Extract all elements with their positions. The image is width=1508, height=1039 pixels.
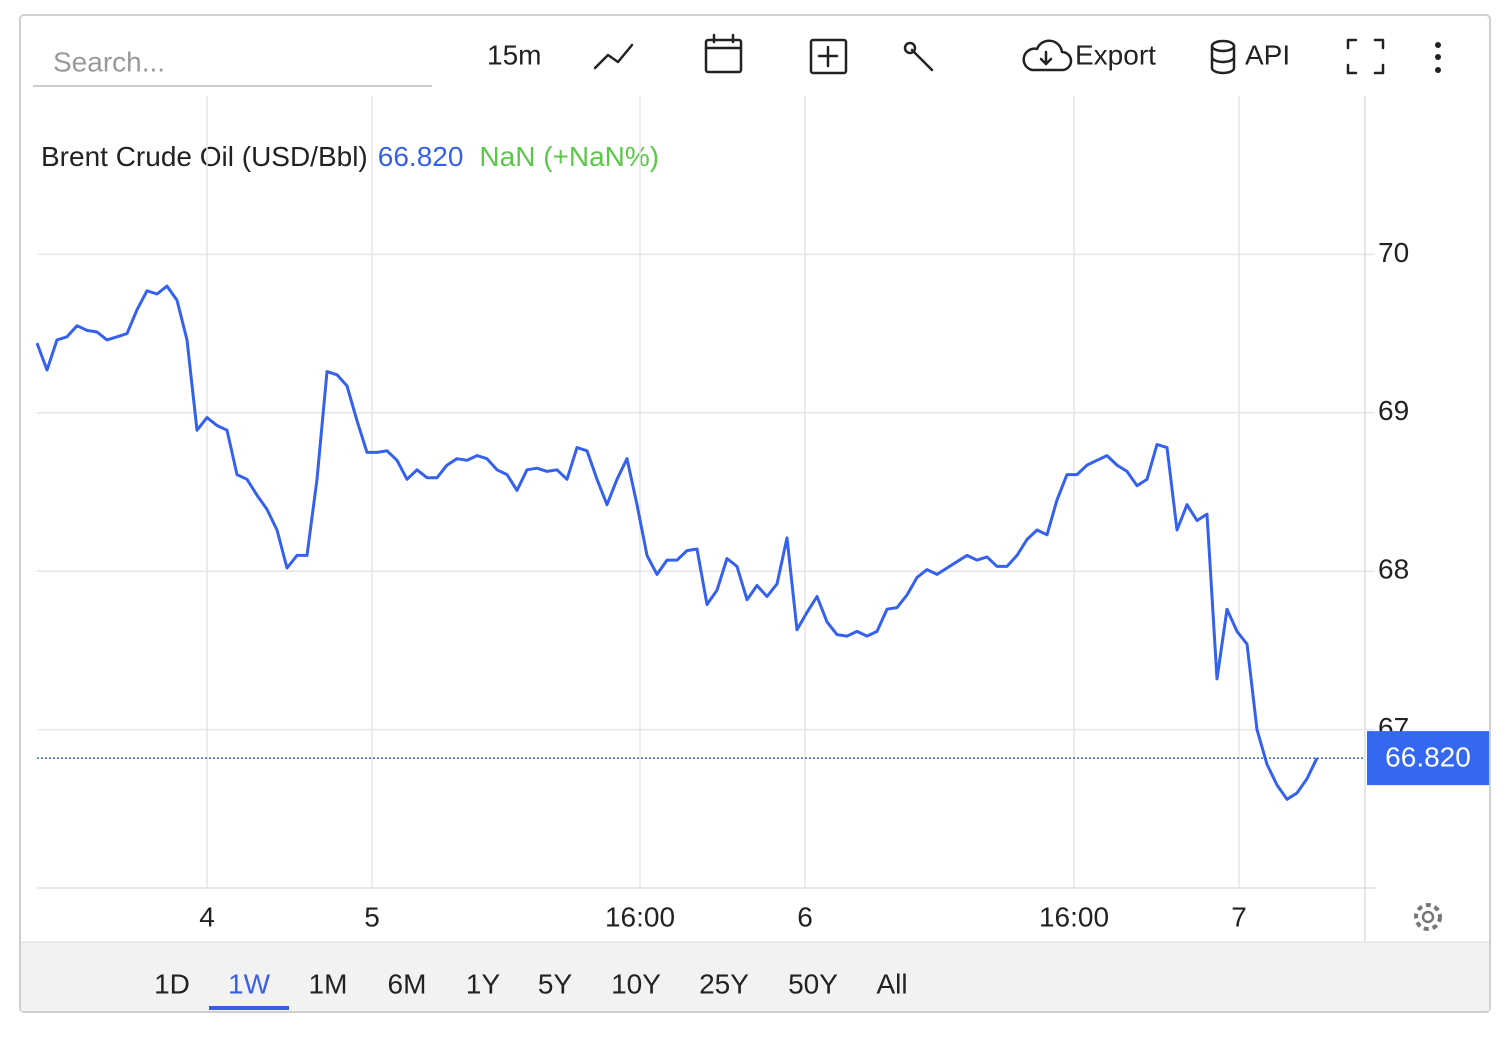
x-tick-label: 16:00 xyxy=(605,901,675,932)
x-tick-label: 7 xyxy=(1231,901,1247,932)
add-icon[interactable] xyxy=(809,38,848,75)
y-tick-label: 70 xyxy=(1378,237,1409,268)
range-button[interactable]: 1M xyxy=(309,968,348,999)
export-icon[interactable] xyxy=(1022,39,1073,72)
api-icon[interactable] xyxy=(1210,39,1236,75)
range-button[interactable]: 10Y xyxy=(611,968,661,999)
api-button[interactable]: API xyxy=(1245,39,1290,70)
interval-button[interactable]: 15m xyxy=(487,39,541,70)
export-button[interactable]: Export xyxy=(1075,39,1156,70)
last-price-box xyxy=(1367,731,1489,786)
range-button[interactable]: 6M xyxy=(388,968,427,999)
tools-icon[interactable] xyxy=(903,41,934,72)
x-tick-label: 6 xyxy=(797,901,813,932)
last-price-label: 66.820 xyxy=(1385,742,1471,773)
x-tick-label: 5 xyxy=(364,901,380,932)
range-button[interactable]: 1W xyxy=(228,968,271,999)
range-bar xyxy=(21,942,1489,1011)
range-button[interactable]: All xyxy=(876,968,907,999)
x-tick-label: 16:00 xyxy=(1039,901,1109,932)
chart-header: Brent Crude Oil (USD/Bbl) 66.820 NaN (+NaN… xyxy=(41,141,659,172)
range-button[interactable]: 1D xyxy=(154,968,190,999)
y-tick-label: 69 xyxy=(1378,395,1409,426)
search-input[interactable]: Search... xyxy=(53,46,165,77)
fullscreen-icon[interactable] xyxy=(1346,38,1385,75)
last-price: 66.820 xyxy=(378,141,464,172)
frame xyxy=(19,14,1491,1013)
range-button[interactable]: 5Y xyxy=(538,968,573,999)
range-button[interactable]: 25Y xyxy=(699,968,749,999)
range-button[interactable]: 50Y xyxy=(788,968,838,999)
range-button[interactable]: 1Y xyxy=(466,968,501,999)
settings-icon[interactable] xyxy=(1414,903,1442,931)
menu-icon[interactable] xyxy=(1435,42,1441,73)
x-tick-label: 4 xyxy=(199,901,215,932)
price-change: NaN (+NaN%) xyxy=(479,141,659,172)
price-line xyxy=(35,284,1319,801)
chart-title: Brent Crude Oil (USD/Bbl) xyxy=(41,141,368,172)
active-range-underline xyxy=(209,1006,289,1010)
chart-type-icon[interactable] xyxy=(593,43,634,70)
calendar-icon[interactable] xyxy=(704,33,743,74)
y-tick-label: 68 xyxy=(1378,554,1409,585)
